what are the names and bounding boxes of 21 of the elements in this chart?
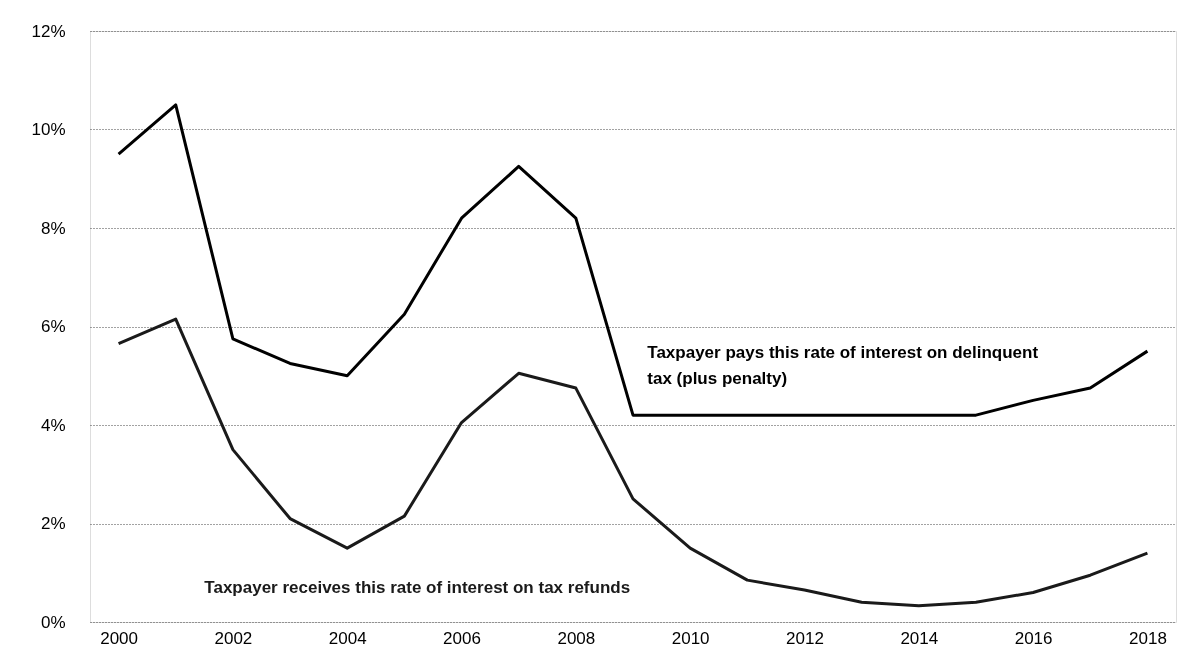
line-series [117,317,1149,608]
y-tick-label: 8% [40,218,66,238]
y-tick-label: 12% [31,21,66,41]
y-tick-label: 2% [40,514,66,533]
line-series [117,103,1149,417]
x-tick-label: 2016 [1014,628,1053,648]
x-tick-label: 2000 [100,628,138,648]
x-tick-label: 2008 [557,628,596,648]
text: Taxpayer receives this rate of interest on tax refunds [204,578,631,598]
y-tick-label: 0% [40,612,66,632]
x-tick-label: 2002 [214,628,253,648]
x-tick-label: 2014 [900,628,939,648]
y-tick-label: 10% [31,120,66,139]
x-tick-label: 2012 [786,628,824,648]
x-tick-label: 2006 [443,628,481,648]
x-tick-label: 2010 [671,628,710,648]
series-label: Taxpayer pays this rate of interest on delinquent tax (plus penalty) [647,343,1039,389]
y-tick-label: 4% [40,415,66,435]
x-tick-label: 2004 [328,628,367,648]
x-tick-label: 2018 [1129,628,1167,648]
y-tick-label: 6% [40,317,66,336]
